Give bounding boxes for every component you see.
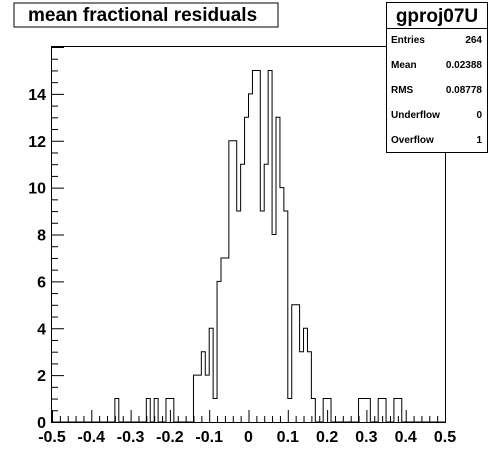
y-tick-label: 8: [37, 228, 46, 245]
y-tick-label: 6: [37, 274, 46, 291]
x-tick-label: -0.4: [78, 429, 106, 446]
x-tick-label: -0.2: [156, 429, 184, 446]
title-box: [13, 2, 279, 28]
y-tick-label: 4: [37, 321, 46, 338]
y-axis-ticks: [52, 47, 64, 423]
stats-box-title: gproj07U: [396, 6, 478, 27]
stats-box-rows: Entries 264 Mean 0.02388 RMS 0.08778 Underflow…: [391, 35, 482, 146]
y-tick-label: 10: [28, 181, 46, 198]
x-tick-label: 0.2: [316, 429, 338, 446]
x-tick-label: 0.1: [277, 429, 299, 446]
x-tick-label: 0: [244, 429, 253, 446]
x-tick-label: 0.3: [355, 429, 377, 446]
stats-box: gproj07U Entries 264 Mean 0.02388 RMS 0.08778…: [386, 2, 488, 153]
x-tick-label: -0.3: [117, 429, 145, 446]
plot-frame: [51, 46, 446, 423]
y-tick-label: 14: [28, 87, 46, 104]
stats-entry-name: Overflow: [391, 135, 434, 146]
stats-entry-name: Mean: [391, 60, 417, 71]
y-tick-label: 0: [37, 415, 46, 432]
chart-title: mean fractional residuals: [28, 5, 257, 26]
x-axis-tick-labels: -0.5 -0.4 -0.3 -0.2 -0.1 0 0.1 0.2 0.3 0.4 0.5: [38, 429, 456, 446]
x-tick-label: 0.4: [395, 429, 417, 446]
x-tick-label: 0.5: [434, 429, 456, 446]
x-axis-ticks: [52, 410, 446, 422]
stats-entry-value: 1: [476, 135, 482, 146]
histogram-outline: [52, 69, 445, 423]
x-tick-label: -0.5: [38, 429, 66, 446]
x-tick-label: -0.1: [195, 429, 223, 446]
stats-entry-name: RMS: [391, 85, 414, 96]
y-tick-label: 2: [37, 368, 46, 385]
stats-entry-value: 0: [476, 110, 482, 121]
stats-entry-value: 0.02388: [446, 60, 483, 71]
y-tick-label: 12: [28, 134, 46, 151]
stats-entry-name: Entries: [391, 35, 425, 46]
stats-entry-name: Underflow: [391, 110, 440, 121]
y-axis-tick-labels: 0 2 4 6 8 10 12 14: [28, 87, 46, 432]
stats-box-frame: [386, 2, 488, 153]
stats-entry-value: 264: [465, 35, 482, 46]
stats-entry-value: 0.08778: [446, 85, 483, 96]
